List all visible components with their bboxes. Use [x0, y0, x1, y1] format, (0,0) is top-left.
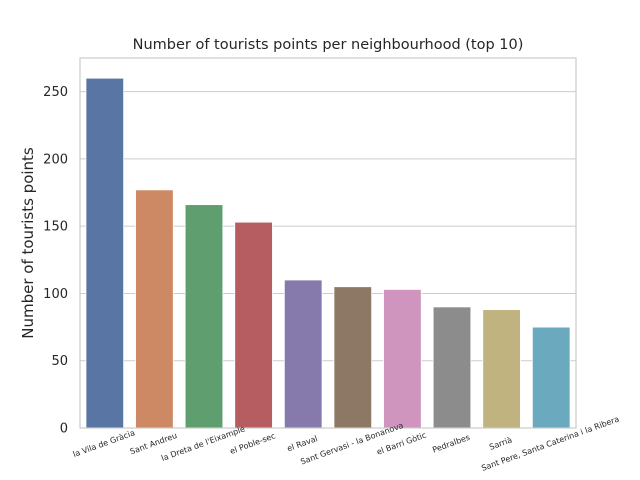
y-axis-label: Number of tourists points — [19, 147, 37, 339]
x-tick-label: el Raval — [286, 434, 319, 453]
plot-frame — [79, 57, 577, 429]
bars — [85, 77, 571, 429]
bar — [333, 286, 373, 429]
bar — [432, 306, 472, 429]
y-tick-label: 50 — [51, 354, 68, 369]
bar — [283, 279, 323, 429]
bar — [135, 189, 174, 429]
x-tick-label: la Vila de Gràcia — [72, 428, 137, 459]
y-tick-label: 100 — [43, 287, 68, 302]
y-tick-labels: 0 50 100 150 200 250 — [43, 85, 68, 436]
bar — [184, 204, 224, 429]
bar — [482, 309, 521, 429]
y-tick-label: 200 — [43, 152, 68, 167]
bar — [531, 326, 571, 429]
y-tick-label: 150 — [43, 220, 68, 235]
chart-title: Number of tourists points per neighbourh… — [133, 37, 524, 53]
bar — [383, 289, 422, 429]
y-tick-label: 250 — [43, 85, 68, 100]
bar — [234, 221, 273, 429]
bar — [85, 77, 125, 429]
x-tick-label: la Dreta de l'Eixample — [160, 424, 246, 463]
x-tick-label: Sarrià — [488, 435, 513, 452]
x-tick-label: Pedralbes — [431, 433, 471, 455]
y-tick-label: 0 — [60, 422, 68, 437]
